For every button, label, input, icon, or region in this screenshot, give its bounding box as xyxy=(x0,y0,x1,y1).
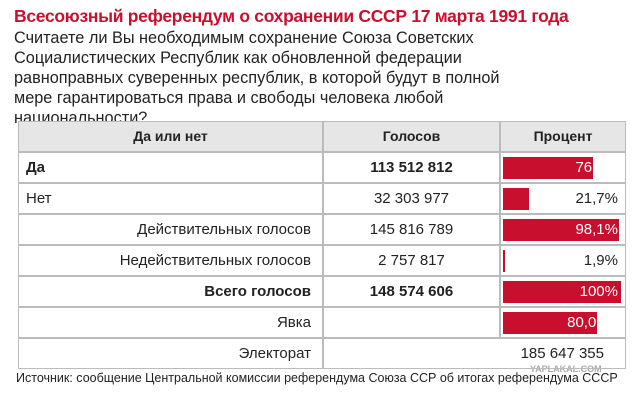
votes: 113 512 812 xyxy=(370,159,453,176)
row-cell xyxy=(500,214,626,245)
row-cell xyxy=(500,152,626,183)
percent-label: 100% xyxy=(579,283,618,300)
header-cell xyxy=(500,121,626,152)
row-cell xyxy=(18,152,323,183)
row-cell xyxy=(323,276,500,307)
percent-label: 21,7% xyxy=(575,190,618,207)
row-cell xyxy=(18,245,323,276)
percent-bar xyxy=(503,281,621,303)
row-cell xyxy=(18,338,323,369)
row-cell xyxy=(18,276,323,307)
row-cell xyxy=(18,307,323,338)
votes: 185 647 355 xyxy=(520,345,604,362)
row-cell xyxy=(18,214,323,245)
votes: 2 757 817 xyxy=(378,252,445,269)
row-cell xyxy=(323,214,500,245)
percent-bar xyxy=(503,219,619,241)
percent-label: 98,1% xyxy=(575,221,618,238)
header-cell xyxy=(323,121,500,152)
row-label: Электорат xyxy=(238,345,311,362)
row-cell xyxy=(18,183,323,214)
percent-label: 1,9% xyxy=(583,252,618,269)
row-cell xyxy=(323,152,500,183)
percent-bar xyxy=(503,157,594,179)
votes: 148 574 606 xyxy=(369,283,454,300)
row-label: Всего голосов xyxy=(204,283,311,300)
row-label: Недействительных голосов xyxy=(119,252,311,269)
row-label: Да xyxy=(26,159,46,176)
row-label: Явка xyxy=(276,314,311,331)
votes: 32 303 977 xyxy=(373,190,450,207)
column-header: Да или нет xyxy=(133,128,208,144)
row-cell xyxy=(500,276,626,307)
row-cell xyxy=(323,183,500,214)
row-cell xyxy=(323,338,626,369)
percent-bar xyxy=(503,250,506,272)
row-cell xyxy=(323,245,500,276)
title: Всесоюзный референдум о сохранении СССР … xyxy=(14,6,569,26)
row-cell xyxy=(500,183,626,214)
header-cell xyxy=(18,121,323,152)
row-label: Действительных голосов xyxy=(137,221,311,238)
percent-bar xyxy=(503,188,529,210)
percent-bar xyxy=(503,312,598,334)
watermark: YAPLAKAL.COM xyxy=(530,364,602,374)
question: Считаете ли Вы необходимым сохранение Со… xyxy=(14,29,500,127)
row-cell xyxy=(500,245,626,276)
percent-label: 80,03% xyxy=(567,314,618,331)
row-cell xyxy=(500,307,626,338)
votes: 145 816 789 xyxy=(369,221,454,238)
row-label: Нет xyxy=(26,190,52,207)
percent-label: 76,4% xyxy=(575,159,618,176)
row-cell xyxy=(323,307,500,338)
column-header: Голосов xyxy=(382,128,441,144)
column-header: Процент xyxy=(533,128,593,144)
source: Источник: сообщение Центральной комиссии… xyxy=(16,371,618,385)
